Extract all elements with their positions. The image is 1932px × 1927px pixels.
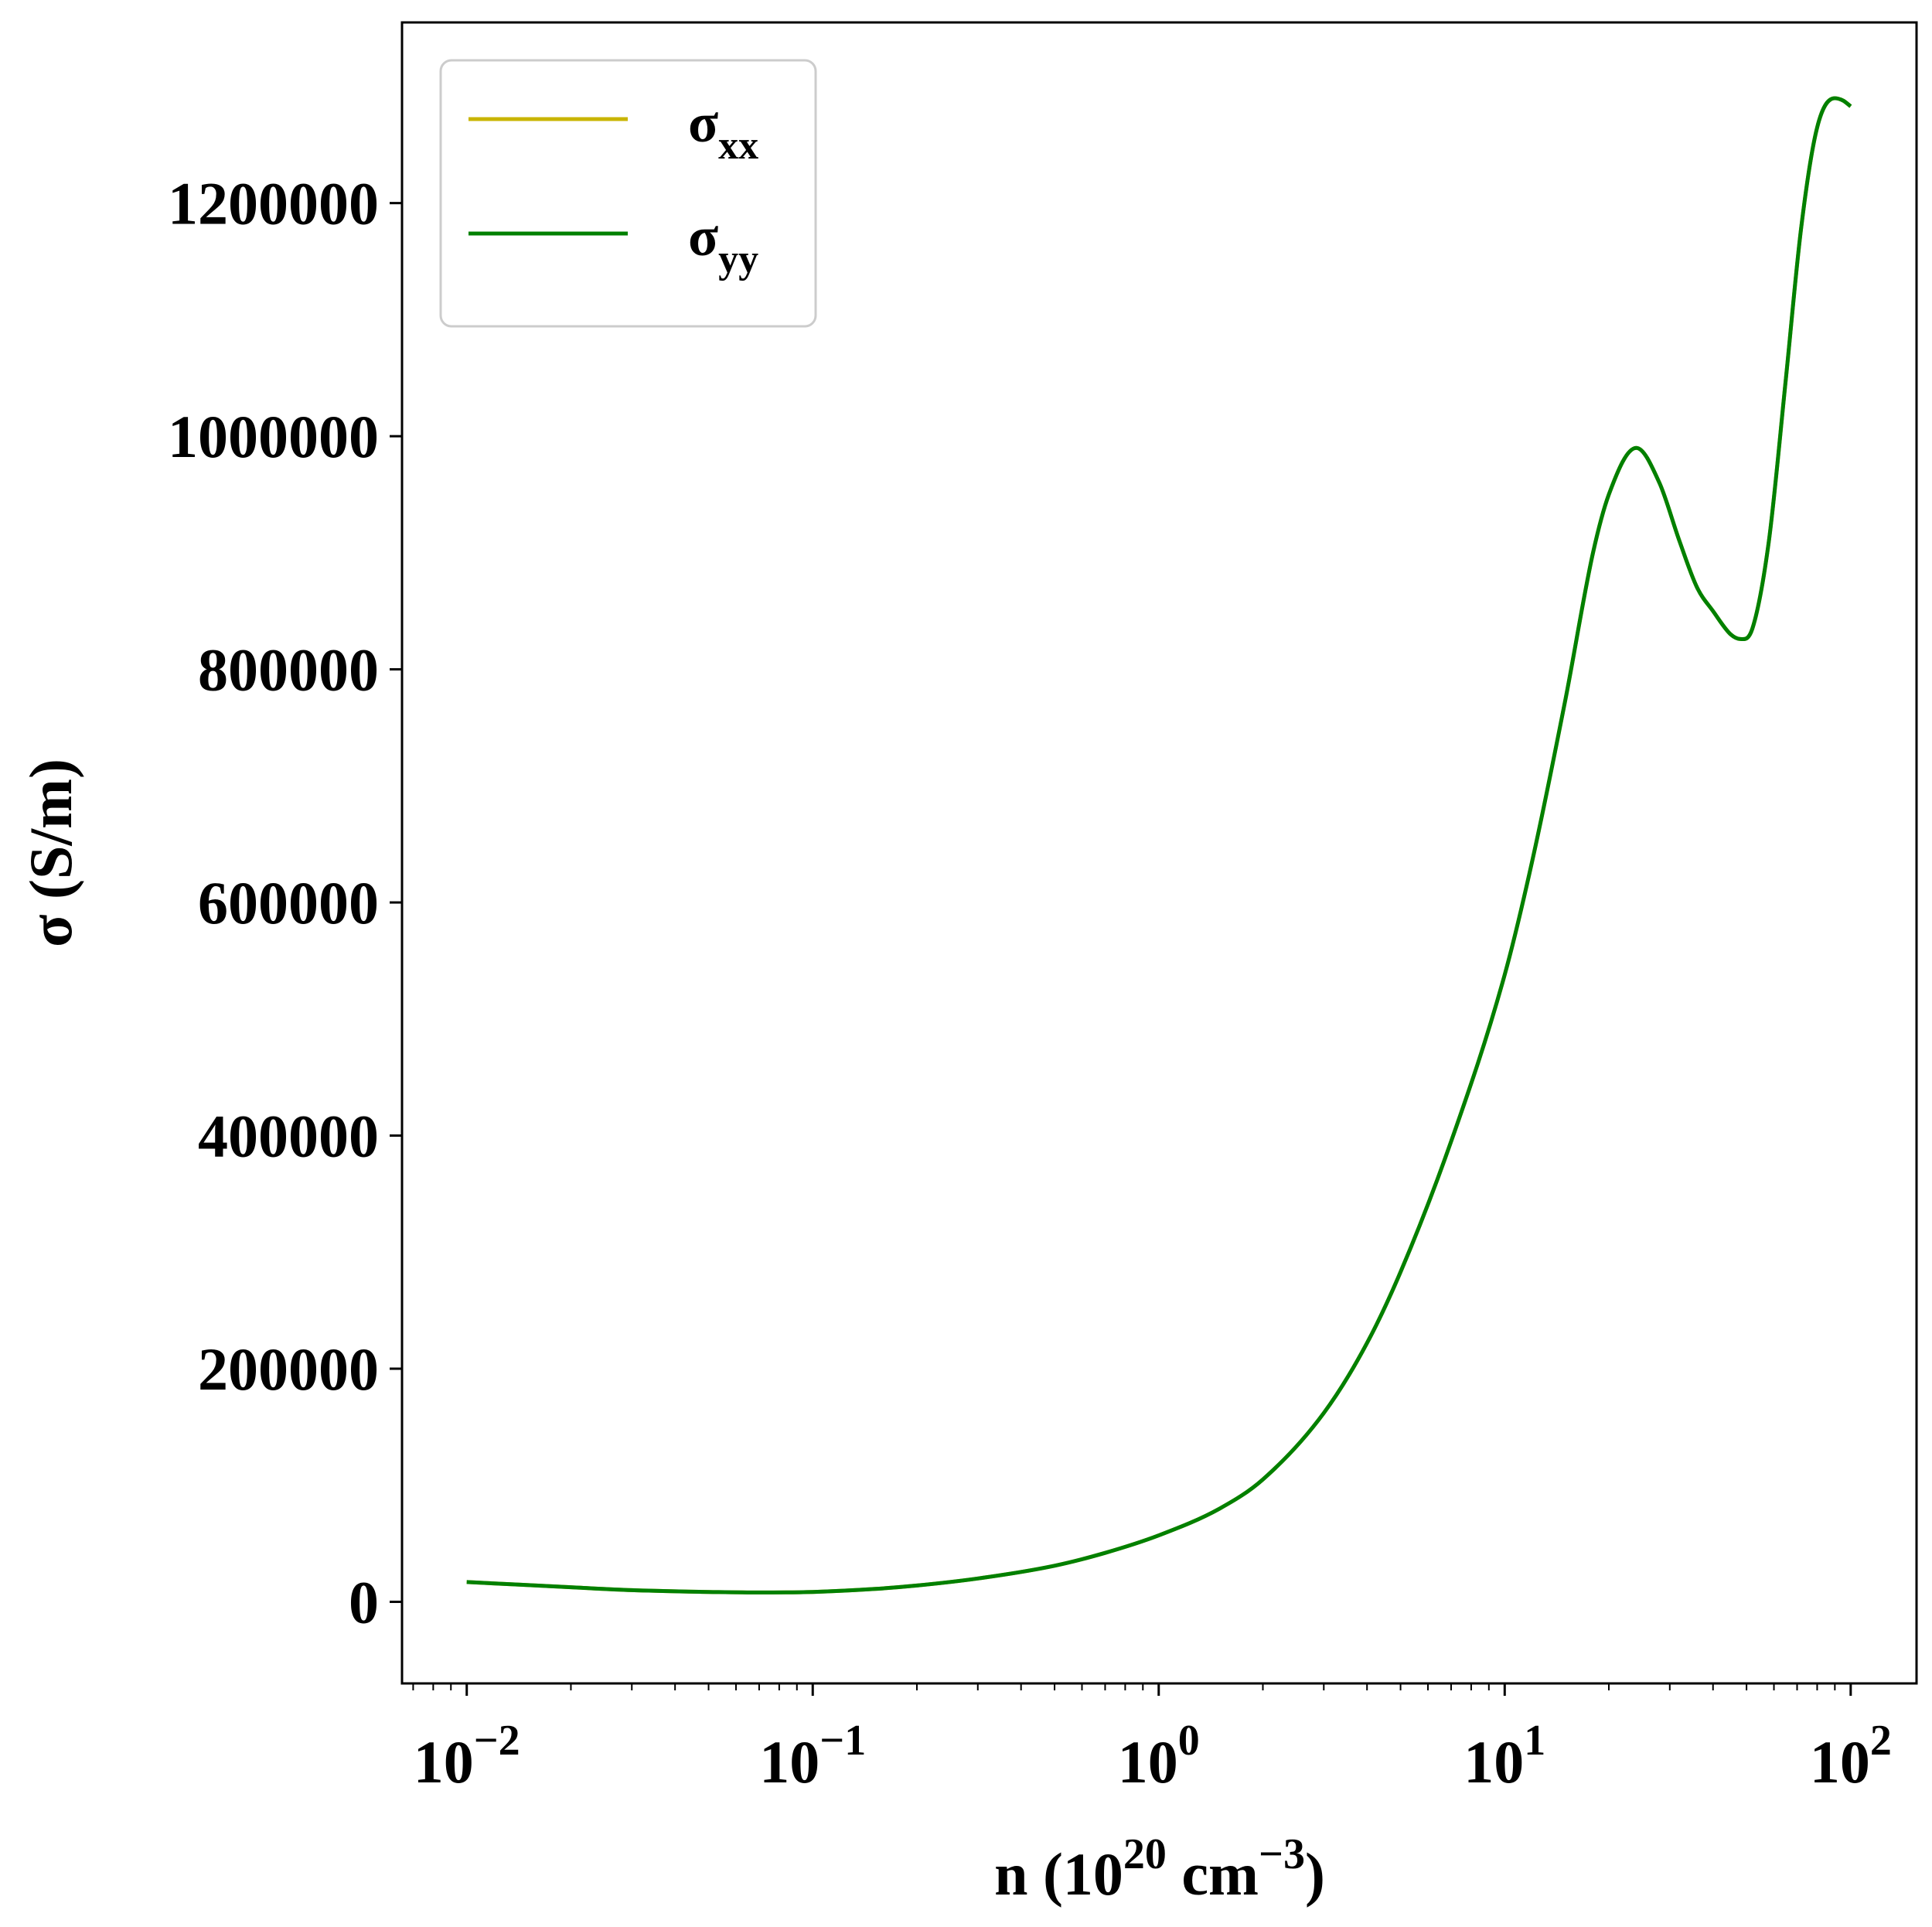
x-axis-label-exp2: −3: [1259, 1830, 1305, 1878]
y-tick-label: 600000: [198, 869, 379, 936]
legend-label-sigma-yy-name: σ: [688, 206, 718, 268]
x-tick-label-base: 10: [1118, 1728, 1178, 1796]
x-tick-label-base: 10: [1810, 1728, 1870, 1796]
x-tick-label: 10−2: [414, 1717, 520, 1796]
x-axis-label: n (1020 cm−3): [994, 1830, 1325, 1908]
x-tick-label: 101: [1463, 1717, 1545, 1796]
x-tick-label-base: 10: [1463, 1728, 1524, 1796]
y-axis: 0 200000 400000 600000 800000 1000000 1200000: [168, 170, 402, 1635]
series-layer: [466, 96, 1852, 1594]
legend-label-sigma-xx: σxx: [688, 92, 758, 168]
y-tick-label: 0: [349, 1568, 379, 1635]
x-tick-label-base: 10: [414, 1728, 474, 1796]
x-tick-label: 100: [1118, 1717, 1200, 1796]
legend-box: [439, 59, 817, 328]
x-tick-label: 102: [1810, 1717, 1892, 1796]
x-tick-label-exp: 0: [1178, 1717, 1200, 1765]
y-tick-label: 200000: [198, 1335, 379, 1403]
x-tick-label-base: 10: [759, 1728, 819, 1796]
legend: σxx σyy: [439, 59, 817, 328]
legend-label-sigma-xx-name: σ: [688, 92, 718, 154]
legend-label-sigma-yy: σyy: [688, 206, 758, 281]
x-axis: 10−2 10−1 100 101 102: [412, 1683, 1892, 1796]
x-tick-label-exp: −2: [474, 1717, 520, 1765]
y-tick-label: 1200000: [168, 170, 379, 237]
y-axis-label: σ (S/m): [17, 759, 84, 947]
y-tick-label: 800000: [198, 636, 379, 704]
x-tick-label-exp: 1: [1524, 1717, 1545, 1765]
x-tick-label-exp: −1: [819, 1717, 866, 1765]
series-line-σyy: [466, 96, 1852, 1594]
x-tick-label: 10−1: [759, 1717, 866, 1796]
x-axis-label-mid: cm: [1167, 1840, 1259, 1908]
x-axis-label-end: ): [1305, 1840, 1325, 1908]
legend-label-sigma-yy-sub: yy: [718, 237, 758, 281]
x-axis-label-base: n (10: [994, 1840, 1123, 1908]
x-axis-label-exp1: 20: [1123, 1830, 1167, 1878]
legend-label-sigma-xx-sub: xx: [718, 124, 758, 168]
x-tick-label-exp: 2: [1870, 1717, 1892, 1765]
y-tick-label: 1000000: [168, 403, 379, 470]
y-tick-label: 400000: [198, 1103, 379, 1170]
